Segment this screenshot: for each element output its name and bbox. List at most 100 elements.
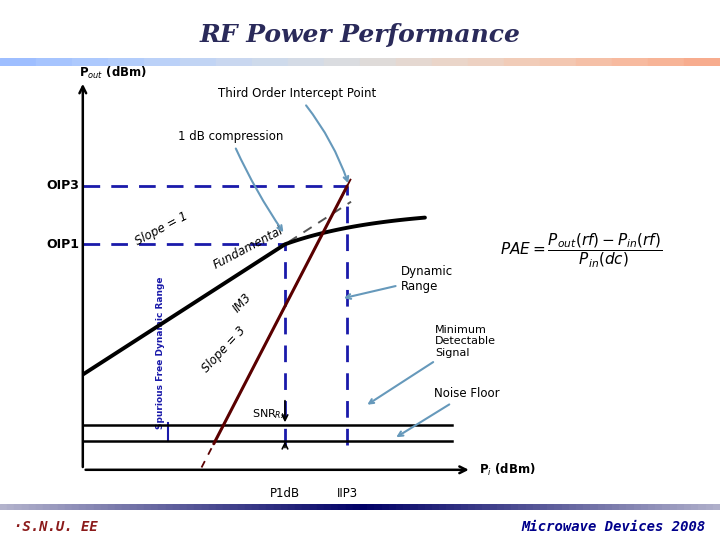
Text: ·S.N.U. EE: ·S.N.U. EE: [14, 519, 98, 534]
Text: $\mathit{PAE} = \dfrac{P_{out}(rf) - P_{in}(rf)}{P_{in}(dc)}$: $\mathit{PAE} = \dfrac{P_{out}(rf) - P_{…: [500, 232, 662, 269]
Bar: [288, 58, 324, 66]
Bar: [662, 504, 670, 510]
Bar: [641, 504, 648, 510]
Bar: [216, 58, 252, 66]
Text: Fundamental: Fundamental: [211, 224, 286, 272]
Bar: [324, 504, 331, 510]
Bar: [137, 504, 144, 510]
Bar: [122, 504, 130, 510]
Bar: [230, 504, 238, 510]
Bar: [475, 504, 482, 510]
Text: OIP1: OIP1: [46, 238, 79, 251]
Bar: [72, 504, 79, 510]
Bar: [410, 504, 418, 510]
Bar: [490, 504, 497, 510]
Bar: [576, 504, 583, 510]
Bar: [684, 58, 720, 66]
Bar: [547, 504, 554, 510]
Bar: [677, 504, 684, 510]
Bar: [713, 504, 720, 510]
Bar: [202, 504, 209, 510]
Bar: [29, 504, 36, 510]
Bar: [504, 58, 540, 66]
Bar: [403, 504, 410, 510]
Bar: [382, 504, 389, 510]
Bar: [670, 504, 677, 510]
Bar: [612, 58, 648, 66]
Text: 1 dB compression: 1 dB compression: [178, 130, 283, 231]
Bar: [691, 504, 698, 510]
Text: IM3: IM3: [230, 291, 254, 315]
Bar: [511, 504, 518, 510]
Bar: [468, 58, 504, 66]
Bar: [497, 504, 504, 510]
Bar: [180, 504, 187, 510]
Bar: [583, 504, 590, 510]
Bar: [648, 58, 684, 66]
Bar: [22, 504, 29, 510]
Text: Microwave Devices 2008: Microwave Devices 2008: [521, 519, 706, 534]
Bar: [115, 504, 122, 510]
Bar: [367, 504, 374, 510]
Bar: [108, 504, 115, 510]
Bar: [194, 504, 202, 510]
Bar: [526, 504, 533, 510]
Text: Noise Floor: Noise Floor: [398, 387, 500, 436]
Bar: [302, 504, 310, 510]
Bar: [144, 58, 180, 66]
Text: OIP3: OIP3: [46, 179, 79, 192]
Bar: [281, 504, 288, 510]
Bar: [266, 504, 274, 510]
Bar: [425, 504, 432, 510]
Bar: [180, 58, 216, 66]
Bar: [36, 504, 43, 510]
Text: Spurious Free Dynamic Range: Spurious Free Dynamic Range: [156, 277, 165, 429]
Bar: [562, 504, 569, 510]
Bar: [14, 504, 22, 510]
Bar: [295, 504, 302, 510]
Bar: [389, 504, 396, 510]
Text: Third Order Intercept Point: Third Order Intercept Point: [217, 87, 376, 181]
Bar: [0, 504, 7, 510]
Bar: [252, 504, 259, 510]
Bar: [569, 504, 576, 510]
Bar: [576, 58, 612, 66]
Text: RF Power Performance: RF Power Performance: [199, 23, 521, 46]
Bar: [310, 504, 317, 510]
Bar: [418, 504, 425, 510]
Text: P$_{i}$ (dBm): P$_{i}$ (dBm): [480, 462, 536, 478]
Bar: [274, 504, 281, 510]
Text: P$_{out}$ (dBm): P$_{out}$ (dBm): [79, 65, 147, 81]
Bar: [482, 504, 490, 510]
Bar: [554, 504, 562, 510]
Bar: [360, 504, 367, 510]
Bar: [648, 504, 655, 510]
Bar: [619, 504, 626, 510]
Bar: [346, 504, 353, 510]
Bar: [439, 504, 446, 510]
Bar: [259, 504, 266, 510]
Bar: [7, 504, 14, 510]
Bar: [353, 504, 360, 510]
Bar: [612, 504, 619, 510]
Text: IIP3: IIP3: [337, 487, 358, 500]
Bar: [252, 58, 288, 66]
Bar: [130, 504, 137, 510]
Bar: [504, 504, 511, 510]
Bar: [432, 58, 468, 66]
Bar: [454, 504, 461, 510]
Bar: [605, 504, 612, 510]
Bar: [338, 504, 346, 510]
Bar: [374, 504, 382, 510]
Bar: [209, 504, 216, 510]
Text: Minimum
Detectable
Signal: Minimum Detectable Signal: [369, 325, 496, 403]
Bar: [468, 504, 475, 510]
Text: P1dB: P1dB: [270, 487, 300, 500]
Bar: [634, 504, 641, 510]
Bar: [626, 504, 634, 510]
Bar: [360, 58, 396, 66]
Bar: [432, 504, 439, 510]
Bar: [158, 504, 166, 510]
Bar: [317, 504, 324, 510]
Text: Slope = 3: Slope = 3: [199, 324, 248, 375]
